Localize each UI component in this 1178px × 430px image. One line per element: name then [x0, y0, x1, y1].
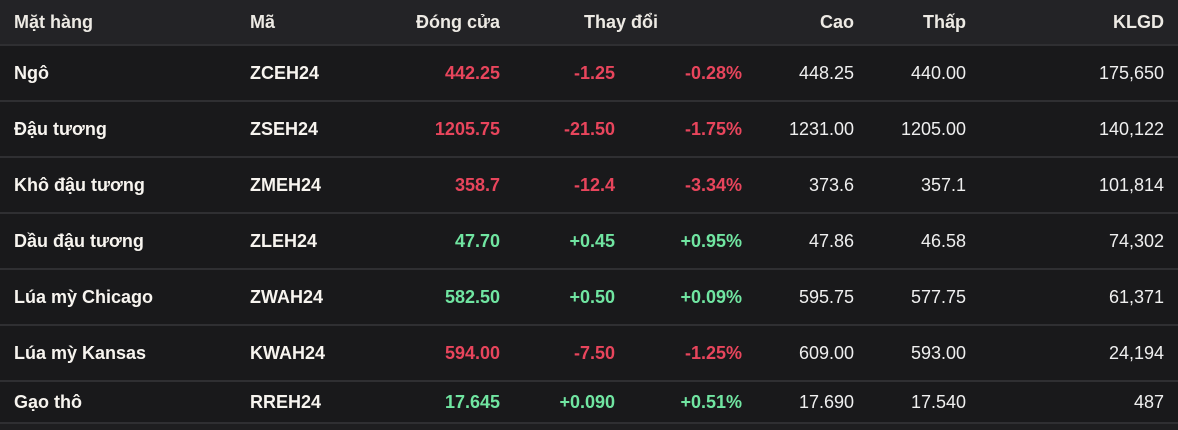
contract-code: RREH24 [236, 381, 400, 424]
change-absolute: -21.50 [500, 101, 615, 158]
close-price: 442.25 [400, 45, 500, 102]
close-price: 17.645 [400, 381, 500, 424]
low-price: 1205.00 [854, 101, 967, 158]
col-header-commodity: Mặt hàng [0, 0, 236, 46]
close-price: 594.00 [400, 325, 500, 382]
low-price: 17.540 [854, 381, 967, 424]
volume: 24,194 [966, 325, 1178, 382]
high-price: 609.00 [742, 325, 855, 382]
table-row[interactable]: Gạo thô RREH24 17.645 +0.090 +0.51% 17.6… [0, 381, 1178, 424]
commodity-name: Lúa mỳ Chicago [0, 269, 236, 326]
table-row[interactable]: Lúa mỳ Kansas KWAH24 594.00 -7.50 -1.25%… [0, 325, 1178, 382]
volume: 487 [966, 381, 1178, 424]
close-price: 582.50 [400, 269, 500, 326]
low-price: 577.75 [854, 269, 967, 326]
low-price: 440.00 [854, 45, 967, 102]
contract-code: ZWAH24 [236, 269, 400, 326]
change-percent: -1.25% [615, 325, 743, 382]
change-percent: +0.95% [615, 213, 743, 270]
change-absolute: -12.4 [500, 157, 615, 214]
commodity-name: Khô đậu tương [0, 157, 236, 214]
change-percent: -3.34% [615, 157, 743, 214]
col-header-code: Mã [236, 0, 400, 46]
partial-next-row [0, 424, 1178, 430]
col-header-change: Thay đổi [500, 0, 743, 46]
volume: 74,302 [966, 213, 1178, 270]
change-percent: +0.09% [615, 269, 743, 326]
low-price: 46.58 [854, 213, 967, 270]
high-price: 17.690 [742, 381, 855, 424]
col-header-volume: KLGD [966, 0, 1178, 46]
commodity-name: Lúa mỳ Kansas [0, 325, 236, 382]
change-absolute: -7.50 [500, 325, 615, 382]
close-price: 358.7 [400, 157, 500, 214]
volume: 175,650 [966, 45, 1178, 102]
table-row[interactable]: Dầu đậu tương ZLEH24 47.70 +0.45 +0.95% … [0, 213, 1178, 270]
volume: 101,814 [966, 157, 1178, 214]
change-absolute: -1.25 [500, 45, 615, 102]
close-price: 1205.75 [400, 101, 500, 158]
table-row[interactable]: Khô đậu tương ZMEH24 358.7 -12.4 -3.34% … [0, 157, 1178, 214]
high-price: 1231.00 [742, 101, 855, 158]
col-header-close: Đóng cửa [400, 0, 500, 46]
high-price: 448.25 [742, 45, 855, 102]
contract-code: ZCEH24 [236, 45, 400, 102]
high-price: 595.75 [742, 269, 855, 326]
contract-code: ZLEH24 [236, 213, 400, 270]
low-price: 357.1 [854, 157, 967, 214]
change-percent: +0.51% [615, 381, 743, 424]
commodity-name: Ngô [0, 45, 236, 102]
contract-code: ZSEH24 [236, 101, 400, 158]
commodity-name: Gạo thô [0, 381, 236, 424]
close-price: 47.70 [400, 213, 500, 270]
commodity-name: Dầu đậu tương [0, 213, 236, 270]
contract-code: KWAH24 [236, 325, 400, 382]
change-absolute: +0.090 [500, 381, 615, 424]
table-row[interactable]: Ngô ZCEH24 442.25 -1.25 -0.28% 448.25 44… [0, 45, 1178, 102]
high-price: 47.86 [742, 213, 855, 270]
col-header-high: Cao [742, 0, 855, 46]
high-price: 373.6 [742, 157, 855, 214]
commodity-name: Đậu tương [0, 101, 236, 158]
change-absolute: +0.50 [500, 269, 615, 326]
low-price: 593.00 [854, 325, 967, 382]
col-header-low: Thấp [854, 0, 967, 46]
header-row: Mặt hàng Mã Đóng cửa Thay đổi Cao Thấp K… [0, 0, 1178, 46]
volume: 140,122 [966, 101, 1178, 158]
table-row[interactable]: Lúa mỳ Chicago ZWAH24 582.50 +0.50 +0.09… [0, 269, 1178, 326]
change-absolute: +0.45 [500, 213, 615, 270]
change-percent: -0.28% [615, 45, 743, 102]
contract-code: ZMEH24 [236, 157, 400, 214]
volume: 61,371 [966, 269, 1178, 326]
change-percent: -1.75% [615, 101, 743, 158]
table-row[interactable]: Đậu tương ZSEH24 1205.75 -21.50 -1.75% 1… [0, 101, 1178, 158]
